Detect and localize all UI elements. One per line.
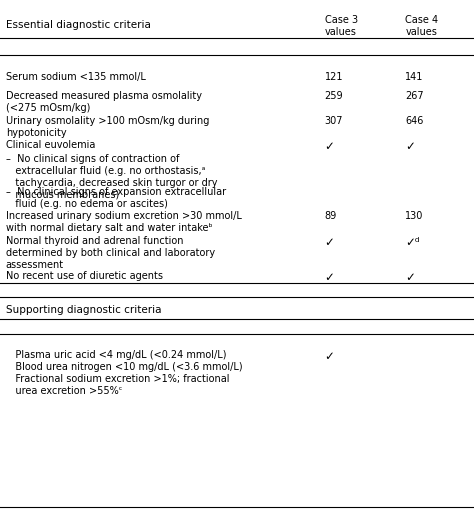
Text: 307: 307: [325, 116, 343, 126]
Text: Plasma uric acid <4 mg/dL (<0.24 mmol/L)
   Blood urea nitrogen <10 mg/dL (<3.6 : Plasma uric acid <4 mg/dL (<0.24 mmol/L)…: [6, 350, 242, 396]
Text: –  No clinical signs of contraction of
   extracellular fluid (e.g. no orthostas: – No clinical signs of contraction of ex…: [6, 154, 217, 200]
Text: ✓: ✓: [325, 271, 335, 284]
Text: 89: 89: [325, 211, 337, 222]
Text: Decreased measured plasma osmolality
(<275 mOsm/kg): Decreased measured plasma osmolality (<2…: [6, 91, 202, 113]
Text: Case 3
values: Case 3 values: [325, 15, 358, 37]
Text: –  No clinical signs of expansion extracellular
   fluid (e.g. no edema or ascit: – No clinical signs of expansion extrace…: [6, 187, 226, 209]
Text: 259: 259: [325, 91, 343, 101]
Text: ✓: ✓: [405, 271, 415, 284]
Text: 130: 130: [405, 211, 424, 222]
Text: 646: 646: [405, 116, 424, 126]
Text: Serum sodium <135 mmol/L: Serum sodium <135 mmol/L: [6, 72, 146, 82]
Text: Clinical euvolemia: Clinical euvolemia: [6, 140, 95, 150]
Text: Case 4
values: Case 4 values: [405, 15, 438, 37]
Text: 267: 267: [405, 91, 424, 101]
Text: ✓: ✓: [325, 350, 335, 363]
Text: ✓: ✓: [405, 140, 415, 153]
Text: ✓: ✓: [325, 236, 335, 249]
Text: Supporting diagnostic criteria: Supporting diagnostic criteria: [6, 305, 161, 315]
Text: Normal thyroid and adrenal function
determined by both clinical and laboratory
a: Normal thyroid and adrenal function dete…: [6, 236, 215, 270]
Text: 141: 141: [405, 72, 424, 82]
Text: Increased urinary sodium excretion >30 mmol/L
with normal dietary salt and water: Increased urinary sodium excretion >30 m…: [6, 211, 242, 233]
Text: No recent use of diuretic agents: No recent use of diuretic agents: [6, 271, 163, 281]
Text: 121: 121: [325, 72, 343, 82]
Text: Urinary osmolality >100 mOsm/kg during
hypotonicity: Urinary osmolality >100 mOsm/kg during h…: [6, 116, 209, 138]
Text: ✓ᵈ: ✓ᵈ: [405, 236, 420, 249]
Text: Essential diagnostic criteria: Essential diagnostic criteria: [6, 20, 151, 31]
Text: ✓: ✓: [325, 140, 335, 153]
